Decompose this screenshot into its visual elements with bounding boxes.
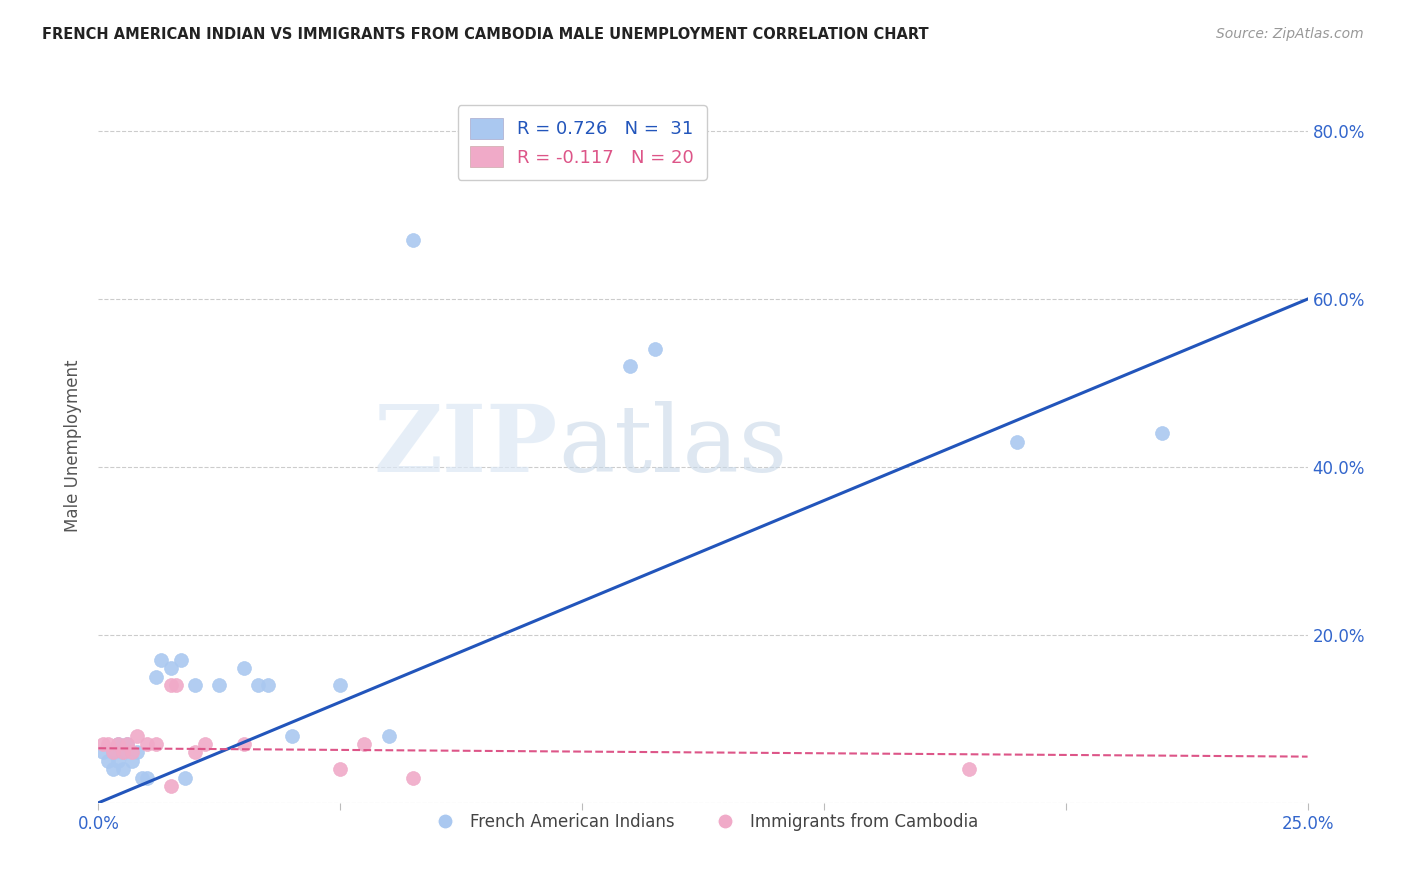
Point (160, 678, 183, 692)
Point (329, 678, 352, 692)
Text: FRENCH AMERICAN INDIAN VS IMMIGRANTS FROM CAMBODIA MALE UNEMPLOYMENT CORRELATION: FRENCH AMERICAN INDIAN VS IMMIGRANTS FRO… (42, 27, 929, 42)
Point (131, 771, 153, 785)
Point (111, 746, 134, 760)
Point (194, 737, 217, 751)
Point (256, 678, 278, 692)
Point (97, 754, 120, 768)
Point (184, 678, 207, 692)
Text: Source: ZipAtlas.com: Source: ZipAtlas.com (1216, 27, 1364, 41)
Point (107, 737, 129, 751)
Point (644, 343, 666, 357)
Point (1007, 434, 1029, 449)
Point (160, 661, 183, 675)
Point (97, 737, 120, 751)
Point (101, 746, 124, 760)
Point (145, 670, 167, 684)
Point (247, 678, 270, 692)
Point (145, 737, 167, 751)
Point (619, 359, 641, 374)
Point (135, 737, 157, 751)
Point (1152, 426, 1174, 441)
Point (91, 737, 114, 751)
Point (377, 729, 399, 743)
Point (150, 653, 173, 667)
Point (184, 746, 207, 760)
Text: ZIP: ZIP (374, 401, 558, 491)
Point (160, 779, 183, 793)
Point (127, 746, 149, 760)
Point (402, 771, 425, 785)
Point (281, 729, 304, 743)
Point (957, 762, 980, 776)
Point (402, 233, 425, 247)
Point (111, 746, 134, 760)
Point (135, 771, 157, 785)
Point (329, 762, 352, 776)
Point (169, 653, 191, 667)
Point (101, 762, 124, 776)
Point (232, 661, 254, 675)
Legend: French American Indians, Immigrants from Cambodia: French American Indians, Immigrants from… (422, 806, 984, 838)
Point (121, 754, 143, 768)
Point (107, 754, 129, 768)
Y-axis label: Male Unemployment: Male Unemployment (65, 359, 83, 533)
Point (353, 737, 375, 751)
Point (117, 737, 139, 751)
Point (121, 746, 143, 760)
Point (117, 737, 139, 751)
Text: atlas: atlas (558, 401, 787, 491)
Point (101, 746, 124, 760)
Point (91, 746, 114, 760)
Point (174, 771, 197, 785)
Point (232, 737, 254, 751)
Point (127, 729, 149, 743)
Point (208, 678, 231, 692)
Point (111, 762, 134, 776)
Point (165, 678, 187, 692)
Point (107, 737, 129, 751)
